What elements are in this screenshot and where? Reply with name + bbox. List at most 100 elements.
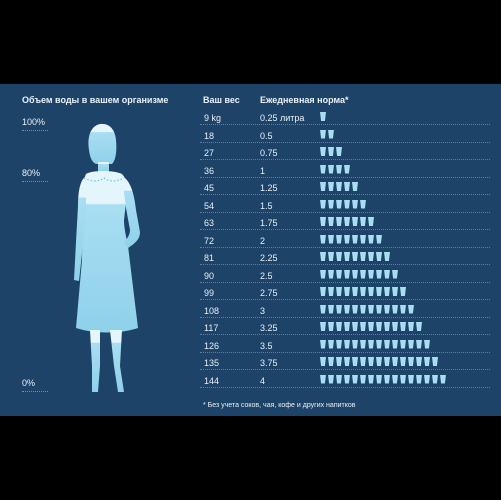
row-divider: [200, 124, 490, 125]
daily-norm-value: 1.25: [260, 183, 278, 193]
table-row: 117 3.25: [200, 321, 490, 335]
water-glass-icon: [376, 252, 382, 261]
water-glass-icon: [336, 217, 342, 226]
water-cups: [320, 164, 352, 176]
water-glass-icon: [408, 339, 414, 349]
weight-value: 72: [204, 235, 215, 246]
water-glass-icon: [360, 252, 366, 261]
water-glass-icon: [360, 357, 366, 366]
water-glass-icon: [392, 322, 398, 331]
daily-norm-value: 1: [260, 165, 266, 176]
water-glass-icon: [392, 374, 398, 384]
water-cups: [320, 287, 408, 298]
water-glass-icon: [360, 234, 366, 244]
water-glass-icon: [424, 339, 430, 349]
daily-norm-value: 1.5: [260, 200, 273, 211]
row-divider: [200, 159, 490, 160]
weight-value: 54: [204, 200, 215, 211]
water-glass-icon: [360, 322, 366, 331]
water-glass-icon: [352, 357, 358, 366]
water-glass-icon: [328, 252, 334, 261]
water-cups: [320, 304, 416, 316]
water-glass-icon: [328, 129, 334, 139]
water-glass-icon: [328, 357, 334, 366]
water-glass-icon: [352, 322, 358, 331]
water-glass-icon: [320, 217, 326, 226]
scale-line-100: [22, 130, 48, 131]
water-glass-icon: [368, 304, 374, 314]
water-glass-icon: [328, 322, 334, 331]
water-glass-icon: [352, 182, 358, 191]
weight-value: 63: [204, 218, 215, 228]
water-glass-icon: [328, 339, 334, 349]
water-glass-icon: [424, 357, 430, 366]
water-glass-icon: [400, 374, 406, 384]
water-glass-icon: [320, 129, 326, 139]
water-glass-icon: [384, 304, 390, 314]
row-divider: [200, 351, 490, 353]
water-glass-icon: [432, 374, 438, 384]
row-divider: [200, 176, 490, 178]
water-glass-icon: [336, 287, 342, 296]
infographic-panel: Объем воды в вашем организме Ваш вес Еже…: [0, 84, 501, 416]
water-cups: [320, 269, 400, 281]
water-glass-icon: [344, 217, 350, 226]
water-glass-icon: [336, 234, 342, 244]
water-glass-icon: [320, 339, 326, 349]
weight-value: 90: [204, 270, 215, 281]
table-row: 81 2.25: [200, 251, 490, 265]
water-glass-icon: [344, 182, 350, 191]
daily-norm-value: 3.75: [260, 358, 278, 368]
water-cups: [320, 322, 424, 333]
row-divider: [200, 246, 490, 248]
water-glass-icon: [408, 322, 414, 331]
weight-value: 9 kg: [204, 113, 222, 123]
table-row: 45 1.25: [200, 181, 490, 195]
scale-label-80: 80%: [22, 168, 41, 178]
water-glass-icon: [344, 164, 350, 174]
water-glass-icon: [344, 252, 350, 261]
water-glass-icon: [408, 357, 414, 366]
daily-norm-value: 2.5: [260, 270, 273, 281]
water-glass-icon: [384, 322, 390, 331]
water-glass-icon: [320, 234, 326, 244]
water-glass-icon: [360, 287, 366, 296]
water-glass-icon: [376, 269, 382, 279]
water-glass-icon: [344, 269, 350, 279]
water-glass-icon: [344, 322, 350, 331]
row-divider: [200, 369, 490, 370]
water-glass-icon: [352, 374, 358, 384]
weight-value: 117: [204, 323, 219, 333]
water-glass-icon: [336, 357, 342, 366]
daily-norm-value: 1.75: [260, 218, 278, 228]
water-glass-icon: [336, 269, 342, 279]
water-glass-icon: [392, 357, 398, 366]
weight-column-header: Ваш вес: [203, 95, 240, 105]
water-glass-icon: [368, 217, 374, 226]
water-glass-icon: [352, 217, 358, 226]
scale-label-100: 100%: [22, 117, 46, 127]
water-cups: [320, 147, 344, 158]
water-glass-icon: [352, 304, 358, 314]
water-glass-icon: [320, 269, 326, 279]
daily-norm-value: 0.25 литра: [260, 113, 305, 123]
table-row: 72 2: [200, 234, 490, 248]
water-glass-icon: [352, 199, 358, 209]
water-glass-icon: [328, 374, 334, 384]
daily-norm-value: 2.75: [260, 288, 278, 298]
water-cups: [320, 374, 448, 386]
weight-value: 45: [204, 183, 215, 193]
water-glass-icon: [392, 304, 398, 314]
row-divider: [200, 281, 490, 283]
water-glass-icon: [368, 234, 374, 244]
water-glass-icon: [328, 164, 334, 174]
daily-norm-value: 3.25: [260, 323, 278, 333]
water-glass-icon: [416, 374, 422, 384]
water-glass-icon: [376, 234, 382, 244]
water-glass-icon: [352, 269, 358, 279]
water-glass-icon: [384, 287, 390, 296]
daily-norm-value: 3: [260, 305, 266, 316]
water-glass-icon: [320, 182, 326, 191]
water-glass-icon: [320, 252, 326, 261]
water-cups: [320, 112, 328, 123]
